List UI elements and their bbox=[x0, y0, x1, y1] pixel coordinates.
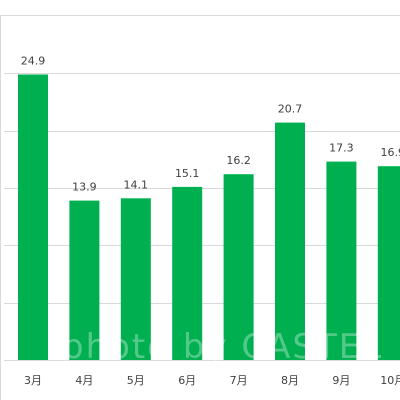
data-label: 16.9 bbox=[381, 146, 400, 159]
data-label: 24.9 bbox=[21, 55, 46, 68]
bar-7月 bbox=[223, 174, 254, 360]
data-label: 14.1 bbox=[124, 178, 149, 191]
x-tick-labels: 3月 4月 5月 6月 7月 8月 9月 10月 bbox=[24, 374, 400, 387]
bar-4月 bbox=[69, 200, 100, 360]
bar-9月 bbox=[326, 161, 357, 360]
data-label: 15.1 bbox=[175, 167, 200, 180]
data-label: 13.9 bbox=[72, 181, 97, 194]
x-tick-label: 7月 bbox=[230, 374, 248, 387]
data-label: 17.3 bbox=[329, 142, 354, 155]
x-tick-label: 5月 bbox=[127, 374, 145, 387]
x-tick-label: 4月 bbox=[75, 374, 93, 387]
bar-3月 bbox=[18, 74, 48, 360]
x-tick-label: 8月 bbox=[281, 374, 299, 387]
bar-10月 bbox=[377, 166, 400, 360]
x-tick-label: 9月 bbox=[332, 374, 350, 387]
x-tick-label: 3月 bbox=[24, 374, 42, 387]
data-label: 16.2 bbox=[226, 154, 251, 167]
chart-frame bbox=[0, 15, 400, 400]
x-tick-label: 10月 bbox=[380, 374, 400, 387]
bar-5月 bbox=[120, 198, 151, 360]
bar-6月 bbox=[172, 186, 203, 360]
bars bbox=[18, 74, 400, 360]
data-labels: 24.9 13.9 14.1 15.1 16.2 20.7 17.3 16.9 bbox=[21, 55, 400, 194]
x-tick-label: 6月 bbox=[178, 374, 196, 387]
bar-8月 bbox=[275, 122, 305, 360]
data-label: 20.7 bbox=[278, 103, 303, 116]
watermark-text: photo by CASTEL bbox=[62, 327, 383, 367]
